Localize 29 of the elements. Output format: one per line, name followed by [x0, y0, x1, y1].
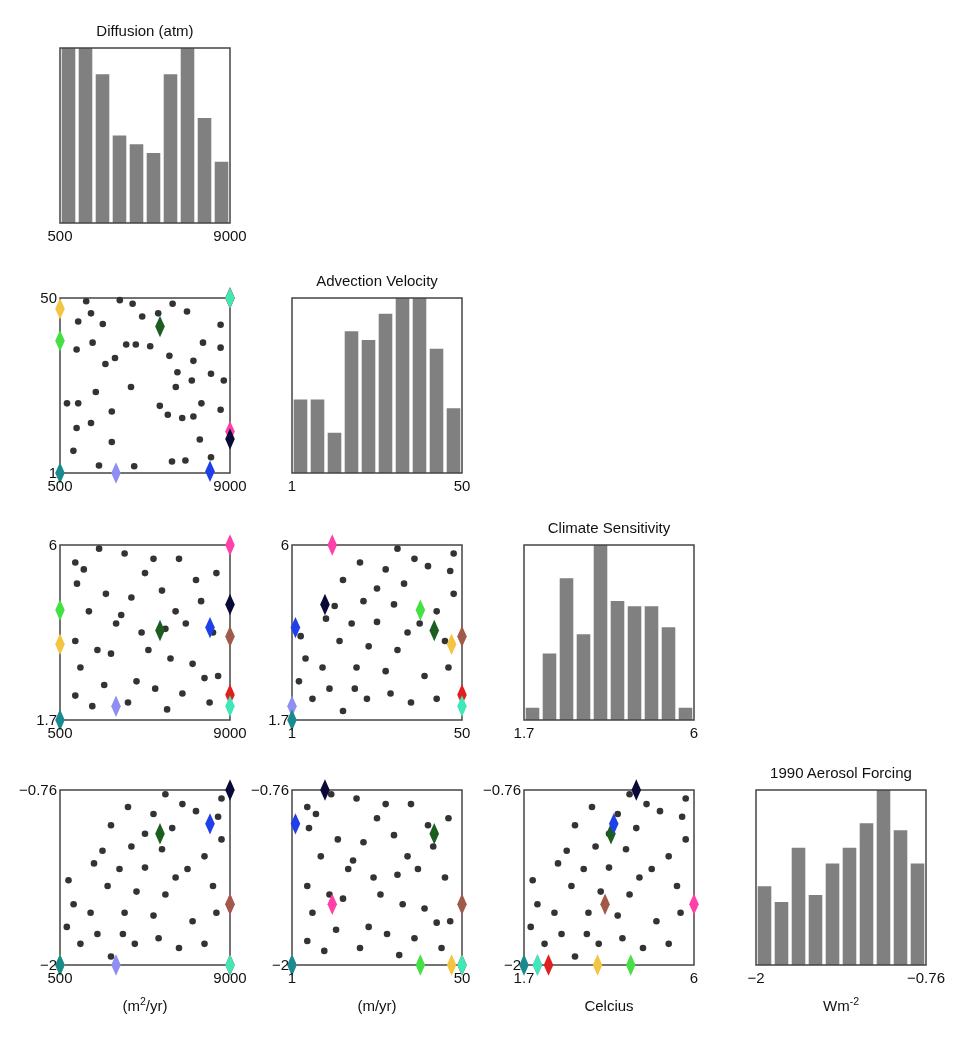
x-axis-title: Celcius — [584, 997, 634, 1014]
y-tick-label: −2 — [271, 956, 289, 974]
x-tick-label: 50 — [453, 724, 471, 741]
x-tick-label: −0.76 — [907, 969, 945, 986]
x-tick-label: 50 — [453, 969, 471, 986]
y-tick-label: 1.7 — [268, 711, 289, 729]
x-tick-label: 6 — [689, 969, 699, 986]
x-axis-title: Wm$^{-2}$ — [823, 995, 860, 1014]
chart-title: Climate Sensitivity — [547, 519, 671, 536]
x-tick-label: 9000 — [213, 477, 247, 494]
y-tick-label: −0.76 — [19, 781, 57, 799]
chart-title: Advection Velocity — [316, 272, 439, 289]
x-tick-label: 50 — [453, 477, 471, 494]
y-tick-label: 50 — [40, 289, 57, 307]
x-tick-label: 500 — [47, 227, 73, 244]
x-tick-label: 9000 — [213, 724, 247, 741]
x-tick-label: 9000 — [213, 227, 247, 244]
x-axis-title: (m$^{2}$/yr) — [122, 995, 168, 1014]
x-axis-title: (m/yr) — [357, 997, 397, 1014]
chart-title: 1990 Aerosol Forcing — [770, 764, 912, 781]
y-tick-label: −0.76 — [251, 781, 289, 799]
chart-title: Diffusion (atm) — [96, 22, 194, 39]
y-tick-label: 6 — [48, 536, 57, 554]
x-tick-label: −2 — [747, 969, 765, 986]
x-tick-label: 1.7 — [513, 969, 535, 986]
x-tick-label: 1.7 — [513, 724, 535, 741]
x-tick-label: 6 — [689, 724, 699, 741]
x-tick-label: 9000 — [213, 969, 247, 986]
y-tick-label: 6 — [280, 536, 289, 554]
